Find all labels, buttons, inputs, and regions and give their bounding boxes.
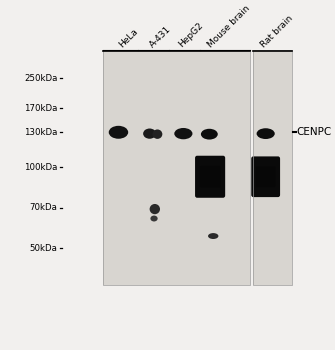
Ellipse shape <box>174 128 192 139</box>
Text: 250kDa: 250kDa <box>24 74 58 83</box>
Bar <box>254 50 292 285</box>
Bar <box>254 50 292 285</box>
Ellipse shape <box>257 128 275 139</box>
Ellipse shape <box>150 216 158 222</box>
Ellipse shape <box>150 204 160 214</box>
Text: 70kDa: 70kDa <box>29 203 58 212</box>
Ellipse shape <box>152 130 162 139</box>
Text: HepG2: HepG2 <box>177 21 205 49</box>
FancyBboxPatch shape <box>256 166 276 187</box>
Ellipse shape <box>201 129 218 140</box>
Text: CENPC: CENPC <box>297 127 332 137</box>
Text: Mouse brain: Mouse brain <box>206 4 252 49</box>
Text: 50kDa: 50kDa <box>29 244 58 253</box>
Text: 170kDa: 170kDa <box>24 104 58 113</box>
FancyBboxPatch shape <box>200 166 220 188</box>
Text: Rat brain: Rat brain <box>259 14 295 49</box>
Ellipse shape <box>143 128 156 139</box>
Ellipse shape <box>208 233 218 239</box>
Text: A-431: A-431 <box>148 25 174 49</box>
Ellipse shape <box>109 126 128 139</box>
Bar <box>103 50 250 285</box>
Bar <box>103 50 250 285</box>
FancyBboxPatch shape <box>251 156 280 197</box>
Text: 100kDa: 100kDa <box>24 163 58 172</box>
FancyBboxPatch shape <box>195 156 225 198</box>
Text: 130kDa: 130kDa <box>24 128 58 137</box>
Text: HeLa: HeLa <box>117 27 140 49</box>
